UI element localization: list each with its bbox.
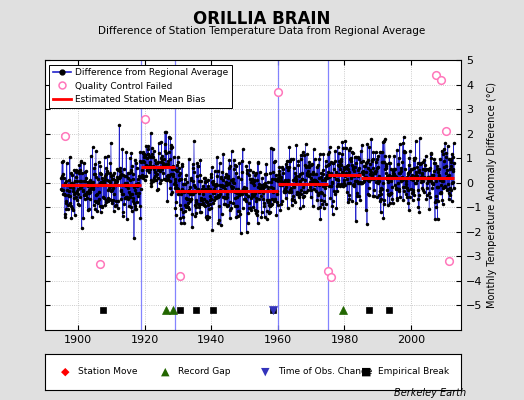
Text: Berkeley Earth: Berkeley Earth bbox=[394, 388, 466, 398]
Text: ORILLIA BRAIN: ORILLIA BRAIN bbox=[193, 10, 331, 28]
Text: ■: ■ bbox=[361, 367, 372, 377]
Text: ◆: ◆ bbox=[61, 367, 70, 377]
Text: ▲: ▲ bbox=[161, 367, 170, 377]
Text: Difference of Station Temperature Data from Regional Average: Difference of Station Temperature Data f… bbox=[99, 26, 425, 36]
Text: Station Move: Station Move bbox=[78, 368, 137, 376]
Text: Record Gap: Record Gap bbox=[178, 368, 231, 376]
Text: Empirical Break: Empirical Break bbox=[378, 368, 449, 376]
Y-axis label: Monthly Temperature Anomaly Difference (°C): Monthly Temperature Anomaly Difference (… bbox=[487, 82, 497, 308]
Text: ▼: ▼ bbox=[261, 367, 270, 377]
Text: Time of Obs. Change: Time of Obs. Change bbox=[278, 368, 372, 376]
Legend: Difference from Regional Average, Quality Control Failed, Estimated Station Mean: Difference from Regional Average, Qualit… bbox=[49, 64, 232, 108]
